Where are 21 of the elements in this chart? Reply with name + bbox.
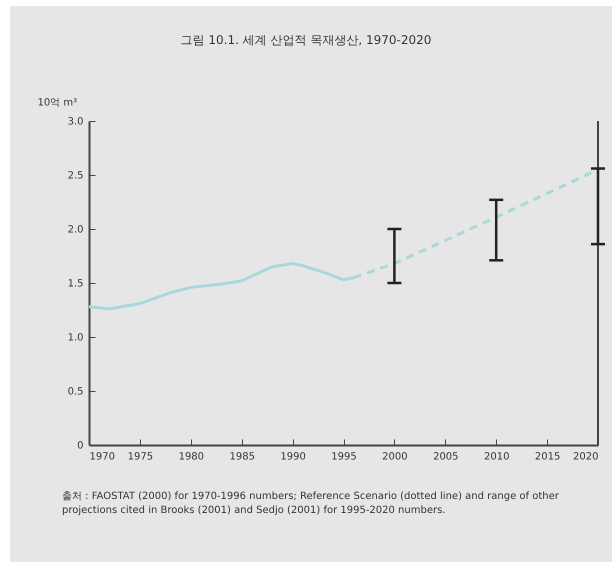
- x-tick-label: 1985: [229, 452, 255, 462]
- y-tick-label: 1.5: [68, 278, 84, 290]
- x-tick-label: 1995: [331, 452, 357, 462]
- x-tick-label: 2015: [534, 452, 560, 462]
- x-tick-label: 2010: [484, 452, 510, 462]
- y-tick-label: 1.0: [68, 332, 84, 344]
- x-tick-label: 1980: [178, 452, 204, 462]
- x-tick-label: 1990: [280, 452, 306, 462]
- source-note: 출처 : FAOSTAT (2000) for 1970-1996 numbers; Reference Scenario (dotted line) and range of other projections cited in Brooks (2001) and Sedjo (2001) for 1995-2020 numbers.: [62, 490, 560, 518]
- x-tick-label: 1975: [128, 452, 154, 462]
- y-tick-label: 3.0: [68, 116, 84, 128]
- x-tick-label: 2005: [433, 452, 459, 462]
- y-tick-label: 2.0: [68, 224, 84, 236]
- x-tick-label: 2000: [382, 452, 408, 462]
- x-tick-label: 2020: [573, 452, 598, 462]
- y-tick-label: 0: [77, 440, 84, 452]
- chart-title: 그림 10.1. 세계 산업적 목재생산, 1970-2020: [180, 32, 432, 49]
- x-tick-label: 1970: [90, 452, 115, 462]
- y-tick-label: 2.5: [68, 170, 84, 182]
- y-tick-label: 0.5: [68, 386, 84, 398]
- y-axis-title: 10억 m³: [38, 98, 78, 108]
